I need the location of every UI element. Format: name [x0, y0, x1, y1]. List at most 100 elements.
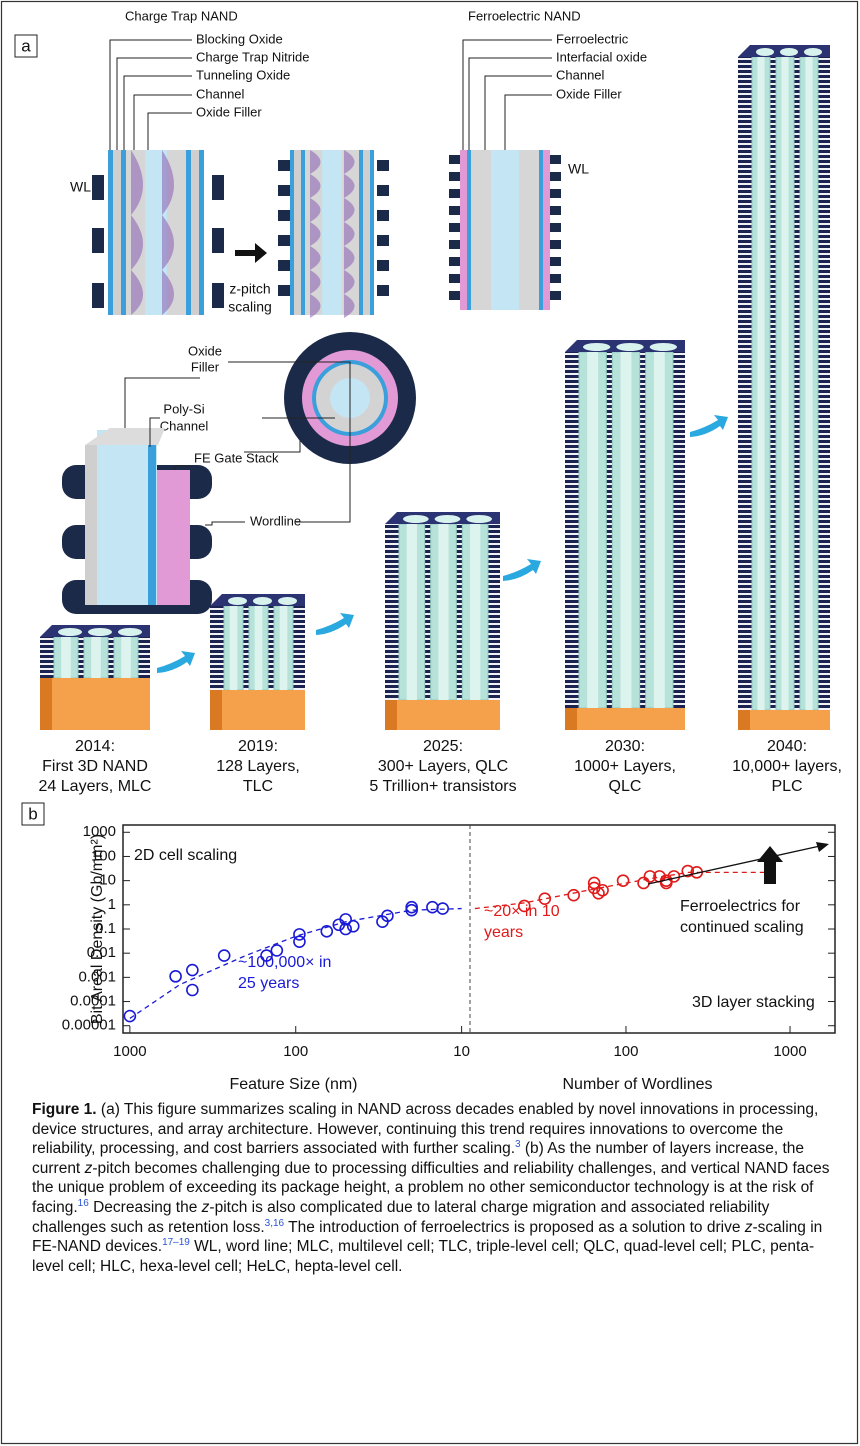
- generation-label: PLC: [771, 778, 802, 795]
- wordline: [550, 206, 561, 215]
- layer: [301, 150, 305, 315]
- wordline: [278, 235, 290, 246]
- wordline: [550, 189, 561, 198]
- wordline: [377, 185, 389, 196]
- wordline: [550, 274, 561, 283]
- pillar-core: [91, 637, 101, 678]
- leader-line: [505, 95, 552, 150]
- annotation: years: [484, 924, 523, 941]
- caption-text: z: [745, 1219, 753, 1236]
- generation-label: 5 Trillion+ transistors: [369, 778, 516, 795]
- wordline: [449, 223, 460, 232]
- progress-arrow: [690, 415, 728, 437]
- scaling-arrow: [235, 243, 267, 263]
- x-tick-label: 1000: [113, 1043, 146, 1060]
- stack-base: [738, 710, 830, 730]
- wordline: [278, 285, 290, 296]
- pillar-top: [616, 343, 643, 351]
- generation-label: 2040:: [767, 738, 807, 755]
- layer: [467, 150, 471, 310]
- annotation: Ferroelectrics for: [680, 898, 801, 915]
- wordline: [212, 175, 224, 200]
- wordline: [278, 260, 290, 271]
- cutaway-label: Oxide: [188, 343, 222, 358]
- wordline: [212, 228, 224, 253]
- wordline: [449, 291, 460, 300]
- scaling-arrow: [757, 846, 783, 884]
- data-point: [219, 950, 230, 961]
- caption-text: 17–19: [162, 1237, 190, 1248]
- generation-label: TLC: [243, 778, 273, 795]
- scaling-label: z-pitch: [229, 281, 270, 297]
- wordline: [377, 285, 389, 296]
- layer: [199, 150, 204, 315]
- pillar-top: [228, 597, 247, 605]
- stack-base-side: [210, 690, 222, 730]
- annotation: ~100,000× in: [238, 954, 331, 971]
- wordline: [278, 160, 290, 171]
- wordline: [92, 175, 104, 200]
- caption-text: 16: [78, 1198, 89, 1209]
- leader-line: [117, 58, 192, 150]
- figure-page: a b Charge Trap NAND Ferroelectric NAND …: [0, 0, 860, 1446]
- layer-label: Tunneling Oxide: [196, 67, 290, 82]
- layer: [294, 150, 301, 315]
- x-tick-label: 10: [453, 1043, 470, 1060]
- wordline: [278, 185, 290, 196]
- progress-arrow: [503, 559, 541, 581]
- channel: [85, 445, 97, 605]
- annotation: ~20× in 10: [484, 903, 560, 920]
- cutaway-label: Wordline: [250, 513, 301, 528]
- layer-label: Blocking Oxide: [196, 31, 283, 46]
- data-point: [348, 921, 359, 932]
- layer-label: Channel: [556, 67, 605, 82]
- pillar-core: [621, 352, 632, 708]
- generation-label: 2025:: [423, 738, 463, 755]
- pillar-core: [805, 57, 812, 710]
- leader-line: [469, 58, 552, 150]
- annotation: 2D cell scaling: [134, 847, 237, 864]
- data-point: [170, 971, 181, 982]
- wordline: [377, 210, 389, 221]
- pillar-core: [61, 637, 71, 678]
- stack-base: [565, 708, 685, 730]
- data-point: [568, 890, 579, 901]
- leader-line: [205, 522, 245, 525]
- pillar-top: [466, 515, 492, 523]
- pillar-top: [780, 48, 798, 56]
- wordline: [449, 172, 460, 181]
- y-axis-title: Bit Areal Density (Gb/mm²): [89, 834, 106, 1024]
- generation-label: 24 Layers, MLC: [39, 778, 152, 795]
- layer: [121, 150, 126, 315]
- pillar-top: [58, 628, 82, 636]
- wordline: [278, 210, 290, 221]
- progress-arrow: [157, 651, 195, 673]
- wordline: [377, 260, 389, 271]
- leader-line: [485, 76, 552, 150]
- layer: [363, 150, 370, 315]
- pillar-top: [756, 48, 774, 56]
- pillar-core: [757, 57, 764, 710]
- generation-label: First 3D NAND: [42, 758, 148, 775]
- layer: [186, 150, 191, 315]
- stack-base-side: [565, 708, 577, 730]
- annotation-arrowhead: [816, 842, 829, 852]
- layer: [113, 150, 121, 315]
- layer: [543, 150, 550, 310]
- wordline: [449, 274, 460, 283]
- caption-text: Figure 1.: [32, 1101, 97, 1118]
- layer: [460, 150, 467, 310]
- pillar-core: [781, 57, 788, 710]
- layer-label: Oxide Filler: [196, 104, 262, 119]
- annotation-arrow: [648, 846, 820, 884]
- annotation: 25 years: [238, 975, 299, 992]
- layer: [191, 150, 199, 315]
- layer-label: Charge Trap Nitride: [196, 49, 309, 64]
- scaling-label: scaling: [228, 299, 272, 315]
- pillar-core: [121, 637, 131, 678]
- leader-line: [134, 95, 192, 150]
- pillar-core: [470, 524, 480, 700]
- x-tick-label: 100: [283, 1043, 308, 1060]
- cutaway-label: Filler: [191, 359, 220, 374]
- wordline: [449, 155, 460, 164]
